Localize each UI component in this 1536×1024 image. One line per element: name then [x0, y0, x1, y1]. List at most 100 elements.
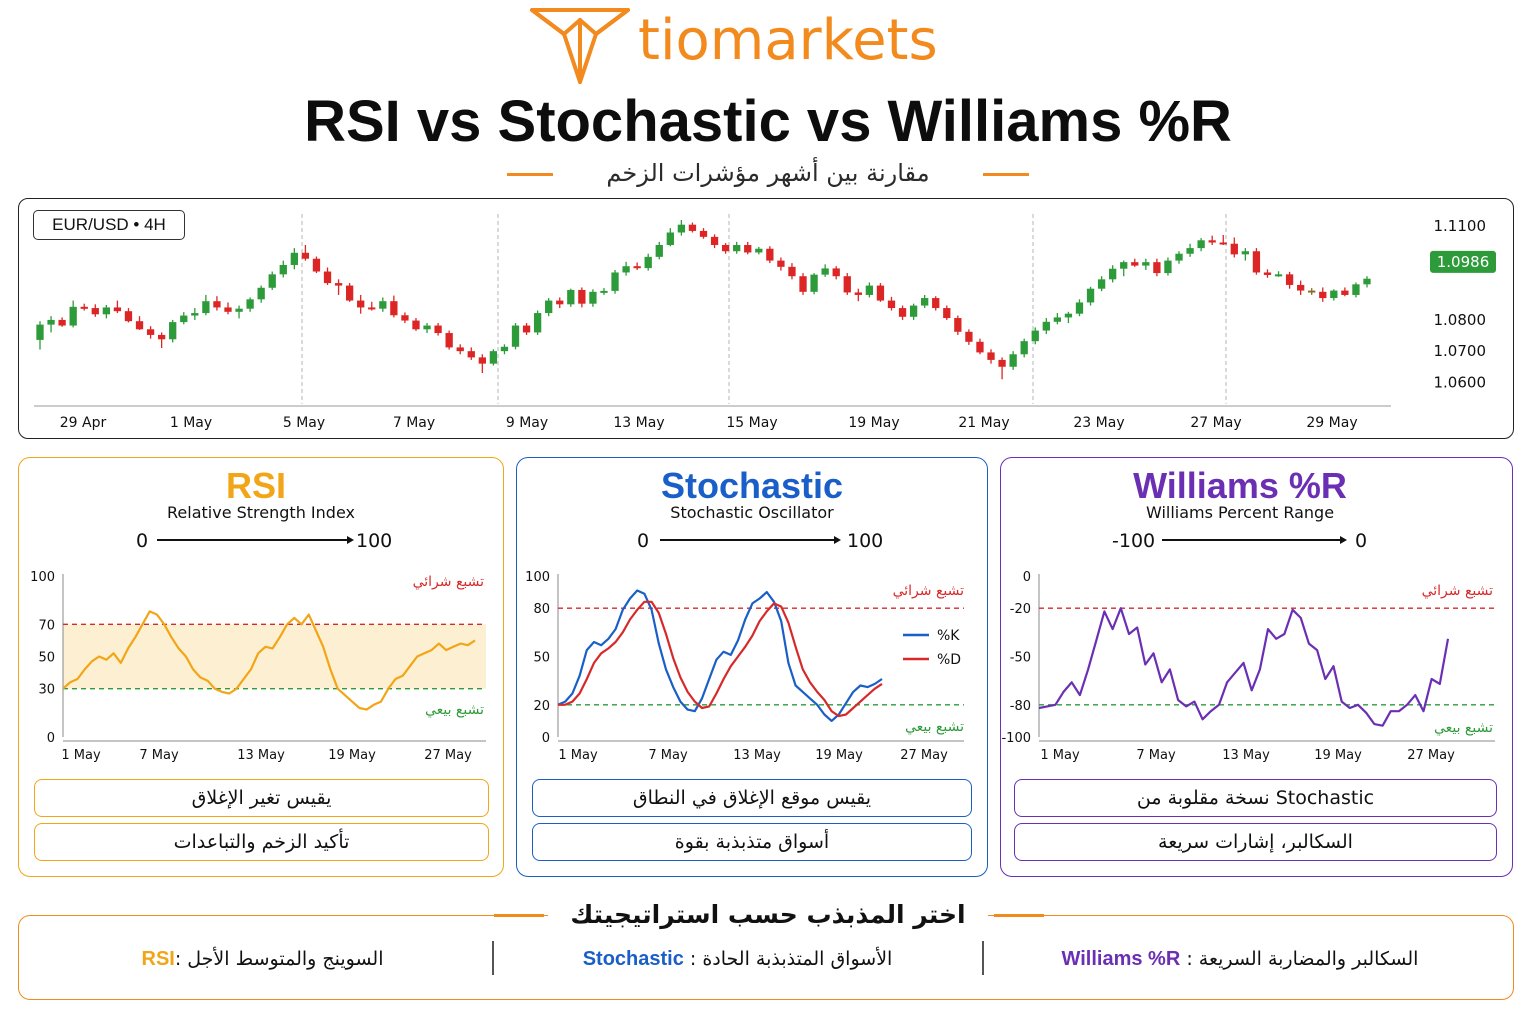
candle-body [1153, 262, 1161, 274]
candle-body [810, 274, 818, 292]
x-tick-label: 1 May [1040, 748, 1080, 763]
stochastic-title: Stochastic [660, 465, 844, 506]
strategy-key-stochastic: Stochastic [582, 948, 684, 970]
x-tick-label: 19 May [328, 748, 376, 763]
rsi-subtitle: Relative Strength Index [167, 503, 355, 522]
candle-body [677, 224, 686, 233]
candle-body [69, 306, 77, 326]
candle-body [1252, 251, 1261, 273]
candle-body [699, 230, 708, 237]
rsi-range-min: 0 [136, 530, 149, 552]
candle-body [334, 283, 343, 286]
candle-body [721, 244, 730, 252]
strategy-title: اختر المذبذب حسب استراتيجيتك [570, 900, 966, 929]
candle-body [80, 306, 88, 309]
candle-body [766, 248, 774, 261]
candle-body [1330, 290, 1338, 299]
candle-body [909, 305, 918, 317]
candle-body [843, 276, 851, 293]
candle-body [191, 313, 199, 316]
legend-label: %D [937, 652, 961, 668]
candle-body [1086, 288, 1095, 303]
price-x-tick: 9 May [506, 415, 548, 431]
candle-body [401, 315, 409, 321]
y-tick-label: 0 [47, 731, 55, 746]
legend-label: %K [937, 628, 960, 644]
candle-body [1164, 260, 1172, 274]
candle-body [1263, 272, 1272, 275]
price-y-tick: 1.0800 [1434, 311, 1487, 329]
candle-body [1352, 284, 1360, 295]
x-tick-label: 27 May [1407, 748, 1455, 763]
candle-body [1031, 330, 1039, 342]
candle-body [169, 322, 177, 340]
overbought-label: تشبع شرائي [1422, 583, 1494, 599]
y-tick-label: 70 [38, 618, 55, 633]
page-title: RSI vs Stochastic vs Williams %R [304, 89, 1232, 154]
strategy-item-williams: Williams %R : السكالبر والمضاربة السريعة [990, 943, 1490, 975]
brand-name: tiomarkets [638, 8, 938, 73]
candle-body [279, 264, 287, 275]
williams-title: Williams %R [1133, 465, 1347, 506]
price-x-tick: 21 May [958, 415, 1009, 431]
candle-body [368, 307, 376, 310]
y-tick-label: -50 [1010, 651, 1031, 666]
candle-body [113, 307, 122, 312]
x-tick-label: 27 May [900, 748, 948, 763]
williams-chart: 0 -20 -50 -80 -100 1 May 7 May 13 May 19 May 27 M… [1002, 570, 1495, 763]
williams-panel [1000, 457, 1513, 877]
candle-body [412, 320, 420, 330]
candle-body [423, 325, 431, 330]
x-tick-label: 7 May [139, 748, 179, 763]
stochastic-panel [516, 457, 988, 877]
rsi-feature-2: تأكيد الزخم والتباعدات [34, 823, 489, 861]
candle-body [832, 268, 840, 277]
price-y-tick: 1.1100 [1434, 217, 1487, 235]
x-tick-label: 13 May [733, 748, 781, 763]
candle-body [622, 266, 630, 273]
candle-body [257, 287, 265, 300]
price-x-tick: 19 May [848, 415, 899, 431]
candle-body [821, 268, 829, 275]
candle-body [1175, 253, 1183, 261]
candle-body [943, 308, 951, 319]
candle-body [1075, 302, 1084, 314]
candle-body [1308, 290, 1316, 293]
strategy-key-williams: Williams %R [1061, 948, 1181, 970]
candle-body [357, 300, 365, 308]
candle-body [1042, 321, 1050, 331]
williams-subtitle: Williams Percent Range [1145, 503, 1335, 522]
strategy-divider-2 [982, 941, 984, 975]
candle-body [390, 301, 398, 316]
williams-range-min: -100 [1112, 530, 1156, 552]
strategy-divider-1 [492, 941, 494, 975]
y-tick-label: 0 [1023, 570, 1031, 585]
candle-body [965, 331, 973, 342]
candle-body [124, 311, 133, 322]
candle-body [1274, 274, 1283, 277]
y-tick-label: 100 [525, 570, 550, 585]
strategy-key-rsi: RSI [141, 948, 175, 970]
y-tick-label: 20 [533, 699, 550, 714]
y-tick-label: 80 [533, 602, 550, 617]
strategy-item-rsi: RSI: السوينج والمتوسط الأجل [40, 943, 485, 975]
candle-body [246, 299, 254, 309]
stochastic-subtitle: Stochastic Oscillator [670, 503, 834, 522]
rsi-range-max: 100 [356, 530, 393, 552]
candle-body [301, 252, 310, 259]
strategy-text-rsi: : السوينج والمتوسط الأجل [174, 948, 384, 970]
strategy-text-stochastic: : الأسواق المتذبذبة الحادة [683, 948, 893, 970]
y-tick-label: 30 [38, 683, 55, 698]
candle-body [1297, 284, 1305, 291]
candle-body [522, 325, 531, 333]
price-chart-frame [18, 198, 1514, 439]
y-tick-label: 0 [542, 731, 550, 746]
x-tick-label: 1 May [558, 748, 598, 763]
candle-body [157, 334, 166, 340]
price-x-tick: 7 May [393, 415, 435, 431]
y-tick-label: -100 [1002, 731, 1031, 746]
candle-body [898, 308, 907, 317]
neutral-zone [63, 624, 486, 689]
candle-body [644, 256, 652, 269]
overbought-label: تشبع شرائي [413, 574, 485, 590]
